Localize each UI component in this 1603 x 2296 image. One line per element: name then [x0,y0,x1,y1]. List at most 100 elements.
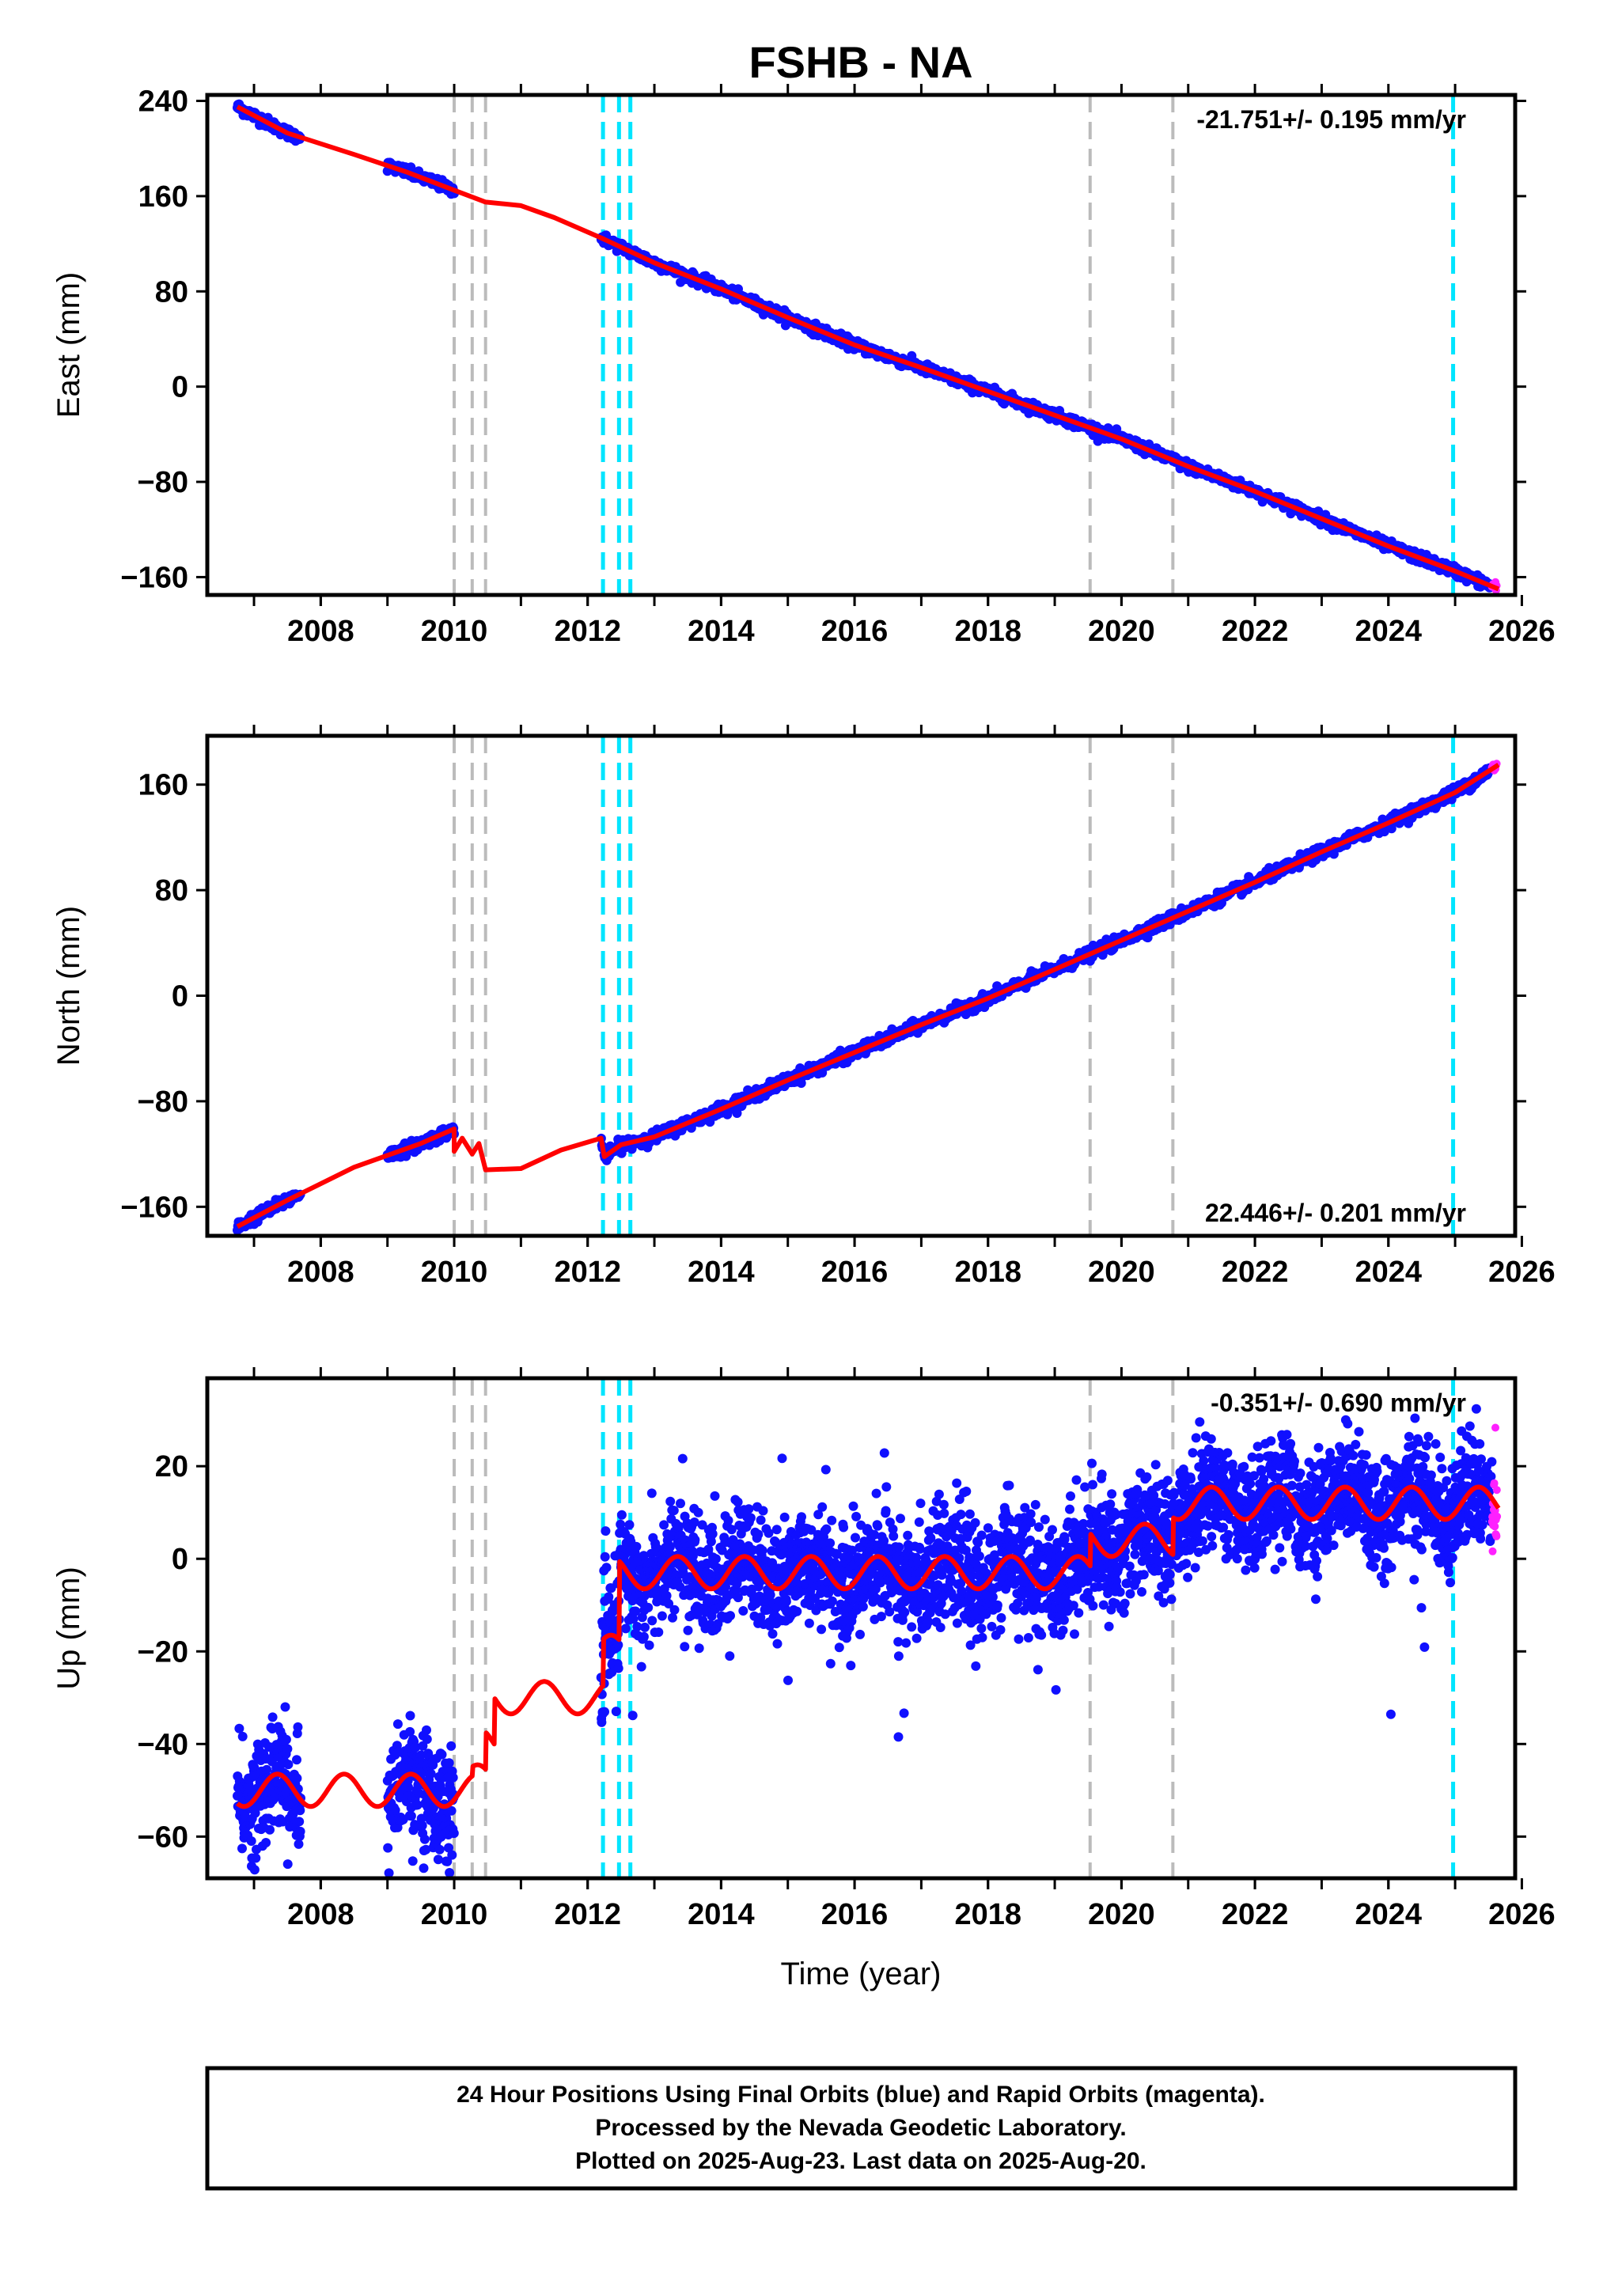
data-point [1386,824,1396,834]
data-point [777,1453,787,1464]
plot-area-north [233,736,1501,1236]
data-point [771,1525,782,1535]
data-point [665,1496,676,1506]
x-tick-label-east: 2024 [1355,615,1422,648]
rate-label-north: 22.446+/- 0.201 mm/yr [1205,1199,1466,1227]
y-tick-label-east: −80 [138,466,188,499]
data-point [405,1726,415,1737]
y-axis-label-east: East (mm) [51,272,86,418]
data-point [825,1658,836,1669]
data-point [659,1520,669,1530]
data-point [446,1741,457,1751]
data-point [446,1805,457,1816]
data-point [813,1510,824,1520]
y-tick-label-east: 240 [138,85,188,119]
data-point [631,1606,641,1616]
data-point [837,1572,847,1582]
data-point [411,1742,421,1752]
data-point [675,1582,685,1592]
x-tick-label-north: 2016 [821,1256,889,1289]
data-point [426,1768,436,1779]
data-point [404,1782,413,1792]
data-point [723,1515,733,1525]
data-point [792,1606,802,1616]
y-tick-label-east: −160 [120,561,188,594]
data-point [616,1510,627,1520]
data-point [294,1839,304,1849]
data-point [817,1502,828,1512]
data-point [732,1108,742,1118]
x-tick-label-north: 2020 [1088,1256,1155,1289]
y-tick-label-north: −160 [120,1191,188,1224]
data-point [449,1828,459,1839]
data-point [292,1755,301,1765]
data-point [422,1725,431,1735]
data-point [772,1639,783,1649]
data-point [616,1519,626,1529]
x-tick-label-east: 2020 [1088,615,1155,648]
data-point [406,1811,416,1821]
y-tick-label-east: 80 [155,275,188,309]
data-point [601,1563,612,1573]
data-point [817,1624,827,1635]
data-point [600,1707,609,1717]
data-point [703,1544,714,1555]
data-point [237,1731,248,1741]
data-point [433,1855,443,1865]
data-point [711,1554,721,1564]
data-point [757,1545,767,1555]
data-point [282,1744,293,1754]
data-point [745,1513,756,1523]
data-point [657,1611,667,1621]
data-point [661,1590,672,1601]
data-point [294,1817,305,1827]
data-point [644,1640,654,1650]
data-point [280,1702,290,1712]
data-point [827,1515,837,1525]
data-point [636,1661,646,1672]
data-point [639,1631,649,1642]
model-line-north [236,763,1500,1229]
data-point [764,1528,774,1538]
data-point [669,1605,680,1615]
data-point [597,1717,607,1727]
x-tick-label-east: 2012 [554,615,621,648]
data-point [246,1836,256,1846]
data-point [604,1592,614,1602]
data-point [384,1868,394,1878]
data-point [693,1507,703,1517]
data-point [627,1711,638,1721]
data-point [738,1606,748,1616]
data-point [249,1762,260,1772]
data-point [725,1651,735,1661]
data-point [448,1772,458,1783]
data-point [383,1843,393,1853]
data-point [624,1520,635,1530]
x-tick-label-east: 2026 [1488,615,1556,648]
data-point [839,1522,849,1533]
data-point [848,1501,858,1511]
data-point [613,1640,623,1650]
data-point [444,1843,453,1853]
data-point [392,1719,403,1730]
data-point [640,1622,650,1632]
data-point [422,1734,432,1745]
data-point [690,1535,700,1545]
data-point [827,1596,837,1606]
data-point [713,1619,723,1629]
y-tick-label-north: 0 [172,980,188,1013]
x-tick-label-north: 2014 [688,1256,755,1289]
data-point [665,1542,675,1552]
data-point [234,1723,244,1733]
data-point [419,1863,429,1874]
data-point [717,1545,727,1555]
data-point [251,1853,261,1863]
data-point [804,1618,814,1628]
data-point [710,1491,720,1501]
data-point [434,1844,445,1855]
data-point [834,1642,844,1653]
data-point [821,1524,832,1534]
